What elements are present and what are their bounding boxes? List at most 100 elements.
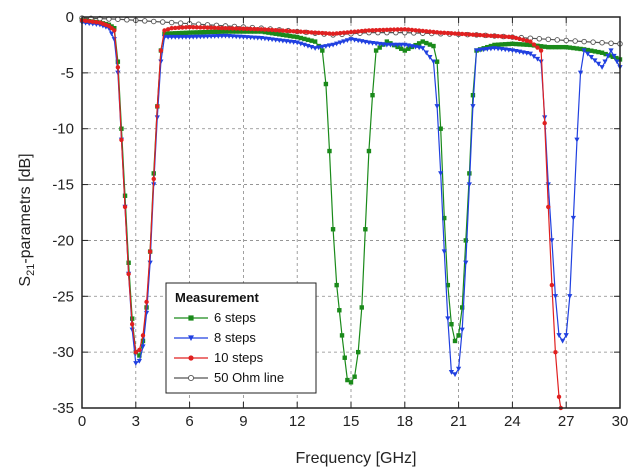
data-point	[177, 20, 184, 26]
data-point	[83, 18, 88, 23]
data-point	[470, 93, 476, 98]
data-point	[183, 25, 189, 30]
data-point	[251, 26, 257, 32]
legend-entry: 50 Ohm line	[174, 370, 284, 385]
data-point	[129, 327, 135, 333]
data-point	[546, 204, 551, 210]
data-point	[503, 34, 508, 39]
data-point	[589, 48, 594, 53]
data-point	[115, 65, 121, 70]
x-axis-label: Frequency [GHz]	[296, 450, 417, 467]
data-point	[302, 29, 307, 35]
data-point	[373, 41, 379, 47]
data-point	[387, 42, 394, 48]
data-point	[269, 37, 275, 43]
data-point	[506, 47, 512, 53]
data-point	[230, 26, 235, 31]
data-point	[413, 28, 418, 33]
data-point	[459, 305, 465, 310]
data-point	[406, 27, 411, 32]
data-point	[552, 294, 559, 299]
data-point	[194, 30, 199, 35]
data-point	[204, 34, 211, 40]
data-point	[424, 40, 429, 46]
y-tick-label: -25	[52, 288, 74, 305]
data-point	[219, 25, 225, 31]
data-point	[363, 28, 368, 33]
data-point	[298, 29, 303, 34]
data-point	[510, 34, 515, 40]
data-point	[452, 372, 458, 378]
x-tick-label: 27	[558, 413, 575, 430]
data-point	[287, 33, 293, 39]
data-point	[130, 322, 135, 327]
data-point	[244, 35, 250, 40]
data-point	[140, 333, 146, 338]
data-point	[291, 40, 297, 45]
data-point	[355, 29, 361, 34]
y-tick-label: -15	[52, 177, 74, 194]
data-point	[488, 43, 494, 49]
data-point	[240, 34, 246, 40]
data-point	[284, 28, 289, 34]
data-point	[108, 31, 115, 37]
data-point	[470, 32, 476, 37]
data-point	[140, 338, 146, 344]
data-point	[484, 46, 490, 52]
data-point	[237, 29, 243, 34]
data-point	[344, 38, 351, 44]
data-point	[197, 34, 203, 40]
data-point	[226, 26, 232, 31]
data-point	[602, 59, 608, 65]
y-tick-label: -35	[52, 400, 74, 417]
data-point	[599, 65, 605, 70]
y-tick-label: -30	[52, 344, 74, 361]
data-point	[216, 25, 221, 31]
data-point	[466, 182, 472, 188]
x-tick-label: 30	[612, 413, 629, 430]
data-point	[388, 27, 393, 32]
data-point	[384, 42, 390, 48]
data-point	[499, 42, 504, 47]
data-point	[312, 30, 318, 35]
data-point	[194, 34, 200, 40]
data-point	[528, 39, 533, 44]
data-point	[441, 249, 447, 255]
data-point	[201, 25, 207, 30]
data-point	[595, 61, 602, 67]
data-point	[499, 46, 505, 52]
data-point	[572, 38, 578, 44]
data-point	[536, 36, 543, 42]
y-axis-label-rest: -parametrs [dB]	[17, 153, 34, 263]
data-point	[474, 32, 479, 38]
data-point	[445, 30, 451, 36]
data-point	[266, 30, 271, 35]
data-point	[459, 31, 465, 37]
data-point	[345, 30, 350, 35]
data-point	[330, 31, 336, 36]
data-point	[190, 34, 196, 40]
data-point	[241, 26, 246, 31]
data-point	[291, 29, 296, 34]
data-point	[348, 29, 354, 35]
data-point	[554, 37, 560, 43]
data-point	[337, 40, 343, 46]
data-point	[556, 394, 562, 400]
data-point	[248, 29, 253, 34]
legend-entry: 6 steps	[174, 310, 256, 325]
data-point	[169, 31, 174, 36]
data-point	[481, 47, 487, 53]
data-point	[420, 39, 425, 44]
data-point	[542, 120, 547, 126]
data-point	[90, 19, 95, 24]
data-point	[223, 29, 228, 34]
data-point	[269, 27, 275, 33]
y-tick-label: -5	[61, 65, 74, 82]
legend-label: 10 steps	[214, 350, 264, 365]
data-point	[94, 19, 99, 25]
data-point	[563, 333, 569, 338]
data-point	[588, 55, 594, 60]
data-point	[477, 32, 483, 38]
data-point	[345, 377, 350, 383]
